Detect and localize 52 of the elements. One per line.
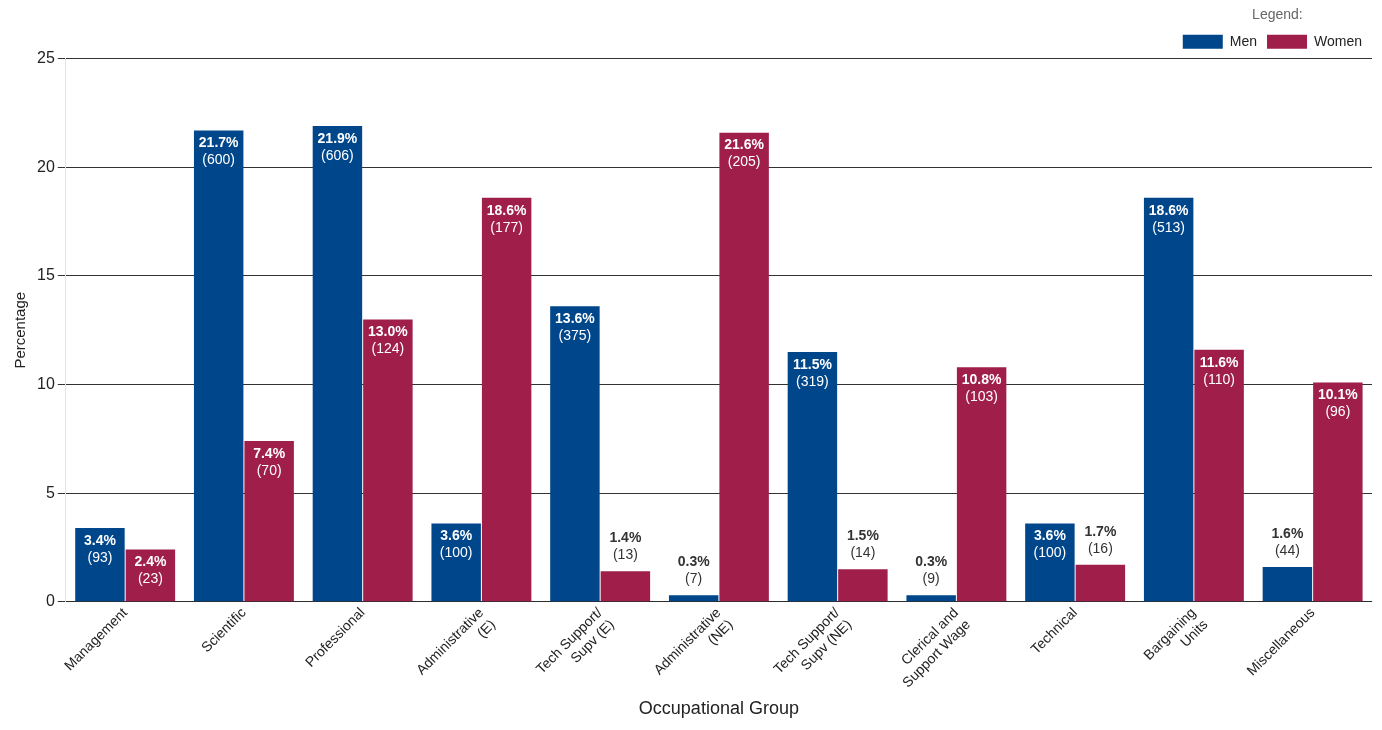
data-label: 13.0% (124) <box>368 323 409 357</box>
y-tick-label: 10 <box>37 374 55 392</box>
bar <box>1313 382 1363 602</box>
bar <box>1194 349 1244 602</box>
bar <box>838 569 888 602</box>
data-label: 1.5% (14) <box>846 527 880 561</box>
data-label: 0.3% (9) <box>915 553 948 587</box>
y-tick-label: 15 <box>37 266 55 284</box>
y-tick-label: 5 <box>45 483 55 501</box>
data-label: 21.7% (600) <box>198 134 240 168</box>
data-label: 0.3% (7) <box>677 553 711 587</box>
data-label: 1.6% (44) <box>1271 524 1304 558</box>
y-tick-label: 0 <box>45 592 55 610</box>
y-axis-title: Percentage <box>11 291 29 369</box>
legend-label: Men <box>1229 32 1258 49</box>
data-label: 3.6% (100) <box>439 527 473 561</box>
bar <box>363 319 413 602</box>
bar <box>244 441 294 602</box>
bar <box>481 197 532 602</box>
data-label: 2.4% (23) <box>134 553 167 587</box>
bar <box>312 126 363 602</box>
bar <box>668 595 719 602</box>
data-label: 10.1% (96) <box>1318 386 1359 420</box>
legend-title: Legend: <box>1252 5 1303 22</box>
data-label: 21.9% (606) <box>317 129 358 163</box>
data-label: 18.6% (177) <box>486 201 528 235</box>
data-label: 11.5% (319) <box>792 355 833 389</box>
bar <box>787 351 838 602</box>
data-label: 3.6% (100) <box>1033 527 1067 561</box>
data-label: 13.6% (375) <box>555 310 596 344</box>
legend-label: Women <box>1314 32 1362 49</box>
data-label: 3.4% (93) <box>83 531 117 565</box>
bar <box>1075 564 1126 602</box>
bar <box>550 306 600 602</box>
bar <box>1143 197 1194 602</box>
data-label: 18.6% (513) <box>1148 201 1190 235</box>
bar <box>719 132 769 602</box>
bar <box>193 130 244 602</box>
x-axis-title: Occupational Group <box>638 698 799 719</box>
bar <box>1262 566 1313 602</box>
bar <box>75 527 125 602</box>
bar <box>600 571 651 602</box>
data-label: 10.8% (103) <box>961 371 1003 405</box>
data-label: 1.4% (13) <box>609 529 642 563</box>
data-label: 1.7% (16) <box>1084 522 1117 556</box>
data-label: 11.6% (110) <box>1199 353 1240 387</box>
y-tick-label: 20 <box>37 157 55 175</box>
data-label: 7.4% (70) <box>253 444 286 478</box>
bar <box>906 595 956 602</box>
bar <box>956 367 1007 602</box>
y-tick-label: 25 <box>37 49 55 67</box>
data-label: 21.6% (205) <box>724 136 765 170</box>
